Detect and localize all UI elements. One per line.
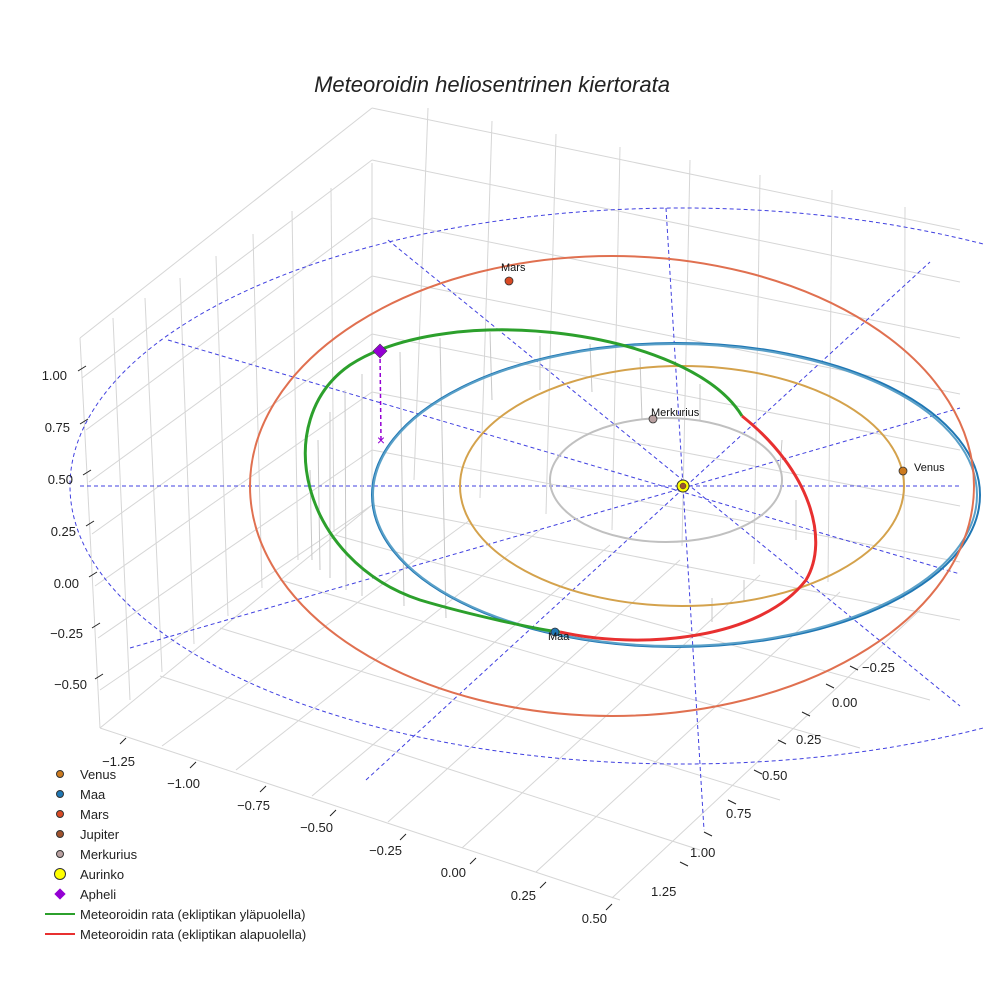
legend-item-apheli: Apheli <box>40 884 306 904</box>
earth-orbit <box>372 343 978 647</box>
z-tick-label: 0.00 <box>54 576 79 591</box>
legend-maa-dot-icon <box>56 790 64 798</box>
z-tick-label: −0.25 <box>50 626 83 641</box>
planets: Mars Merkurius Venus Maa <box>501 262 945 643</box>
mars-label: Mars <box>501 262 526 274</box>
drop-lines <box>309 331 797 622</box>
y-axis: −0.25 0.00 0.25 0.50 0.75 1.00 1.25 <box>651 660 895 899</box>
mercury-label: Merkurius <box>651 407 700 419</box>
legend-item-mars: Mars <box>40 804 306 824</box>
x-tick-label: 0.00 <box>441 865 466 880</box>
legend-jupiter-dot-icon <box>56 830 64 838</box>
legend-label: Maa <box>80 786 106 802</box>
guide-line-diag-4 <box>365 261 931 781</box>
y-tick-label: 1.00 <box>690 845 715 860</box>
x-tick-label: 0.50 <box>582 911 607 926</box>
planet-orbits <box>249 255 981 717</box>
mars-marker <box>504 276 514 286</box>
legend-label: Venus <box>80 766 117 782</box>
venus-marker <box>898 466 908 476</box>
x-tick-label: −1.00 <box>167 776 200 791</box>
x-tick-label: −1.25 <box>102 754 135 769</box>
y-tick-label: 0.50 <box>762 768 787 783</box>
legend-label: Aurinko <box>80 866 125 882</box>
x-tick-label: −0.25 <box>369 843 402 858</box>
y-tick-label: 0.75 <box>726 806 751 821</box>
y-tick-label: −0.25 <box>862 660 895 675</box>
mercury-marker <box>648 414 658 424</box>
earth-marker <box>550 627 560 637</box>
z-tick-label: 1.00 <box>42 368 67 383</box>
aphelion-marker <box>372 343 388 359</box>
x-tick-label: −0.50 <box>300 820 333 835</box>
legend-label: Meteoroidin rata (ekliptikan yläpuolella… <box>80 906 306 922</box>
legend-item-aurinko: Aurinko <box>40 864 306 884</box>
legend-venus-dot-icon <box>56 770 64 778</box>
venus-label: Venus <box>914 462 945 474</box>
legend-item-orbit-above: Meteoroidin rata (ekliptikan yläpuolella… <box>40 904 306 924</box>
mercury-orbit <box>549 417 783 543</box>
legend-item-jupiter: Jupiter <box>40 824 306 844</box>
ecliptic-guide-ellipse <box>69 207 984 765</box>
z-tick-label: 0.50 <box>48 472 73 487</box>
jupiter-marker <box>679 482 687 490</box>
legend-item-maa: Maa <box>40 784 306 804</box>
legend-label: Mars <box>80 806 109 822</box>
z-tick-label: 0.75 <box>45 420 70 435</box>
legend-label: Meteoroidin rata (ekliptikan alapuolella… <box>80 926 307 942</box>
legend-label: Merkurius <box>80 846 138 862</box>
legend-item-orbit-below: Meteoroidin rata (ekliptikan alapuolella… <box>40 924 306 944</box>
chart-title: Meteoroidin heliosentrinen kiertorata <box>314 72 670 97</box>
y-tick-label: 0.25 <box>796 732 821 747</box>
meteoroid-orbit <box>304 328 818 642</box>
guide-line-diag-3 <box>129 407 961 649</box>
z-axis: 1.00 0.75 0.50 0.25 0.00 −0.25 −0.50 <box>42 365 104 692</box>
legend-aurinko-dot-icon <box>54 868 66 880</box>
legend-merkurius-dot-icon <box>56 850 64 858</box>
meteoroid-orbit-above <box>304 328 744 634</box>
legend-apheli-diamond-icon <box>54 888 66 900</box>
x-tick-label: −0.75 <box>237 798 270 813</box>
legend-label: Apheli <box>80 886 117 902</box>
legend-green-line-icon <box>45 913 75 915</box>
aphelion-drop-line <box>379 351 382 441</box>
guide-line-diag-2 <box>167 339 961 575</box>
mars-orbit <box>249 255 975 717</box>
x-tick-label: 0.25 <box>511 888 536 903</box>
legend-label: Jupiter <box>80 826 120 842</box>
earth-label: Maa <box>548 631 570 643</box>
legend-mars-dot-icon <box>56 810 64 818</box>
legend-item-merkurius: Merkurius <box>40 844 306 864</box>
z-tick-label: 0.25 <box>51 524 76 539</box>
y-tick-label: 0.00 <box>832 695 857 710</box>
legend-red-line-icon <box>45 933 75 935</box>
legend: Venus Maa Mars Jupiter Merkurius Aurinko… <box>40 764 306 944</box>
legend-item-venus: Venus <box>40 764 306 784</box>
ecliptic-guides <box>69 207 984 831</box>
meteoroid-orbit-below <box>559 414 818 642</box>
y-tick-label: 1.25 <box>651 884 676 899</box>
x-axis: −1.25 −1.00 −0.75 −0.50 −0.25 0.00 0.25 … <box>102 737 613 926</box>
guide-line-diag-1 <box>387 239 961 707</box>
z-tick-label: −0.50 <box>54 677 87 692</box>
guide-line-diag-5 <box>665 207 705 831</box>
aphelion-projection-marker: × <box>377 432 385 448</box>
